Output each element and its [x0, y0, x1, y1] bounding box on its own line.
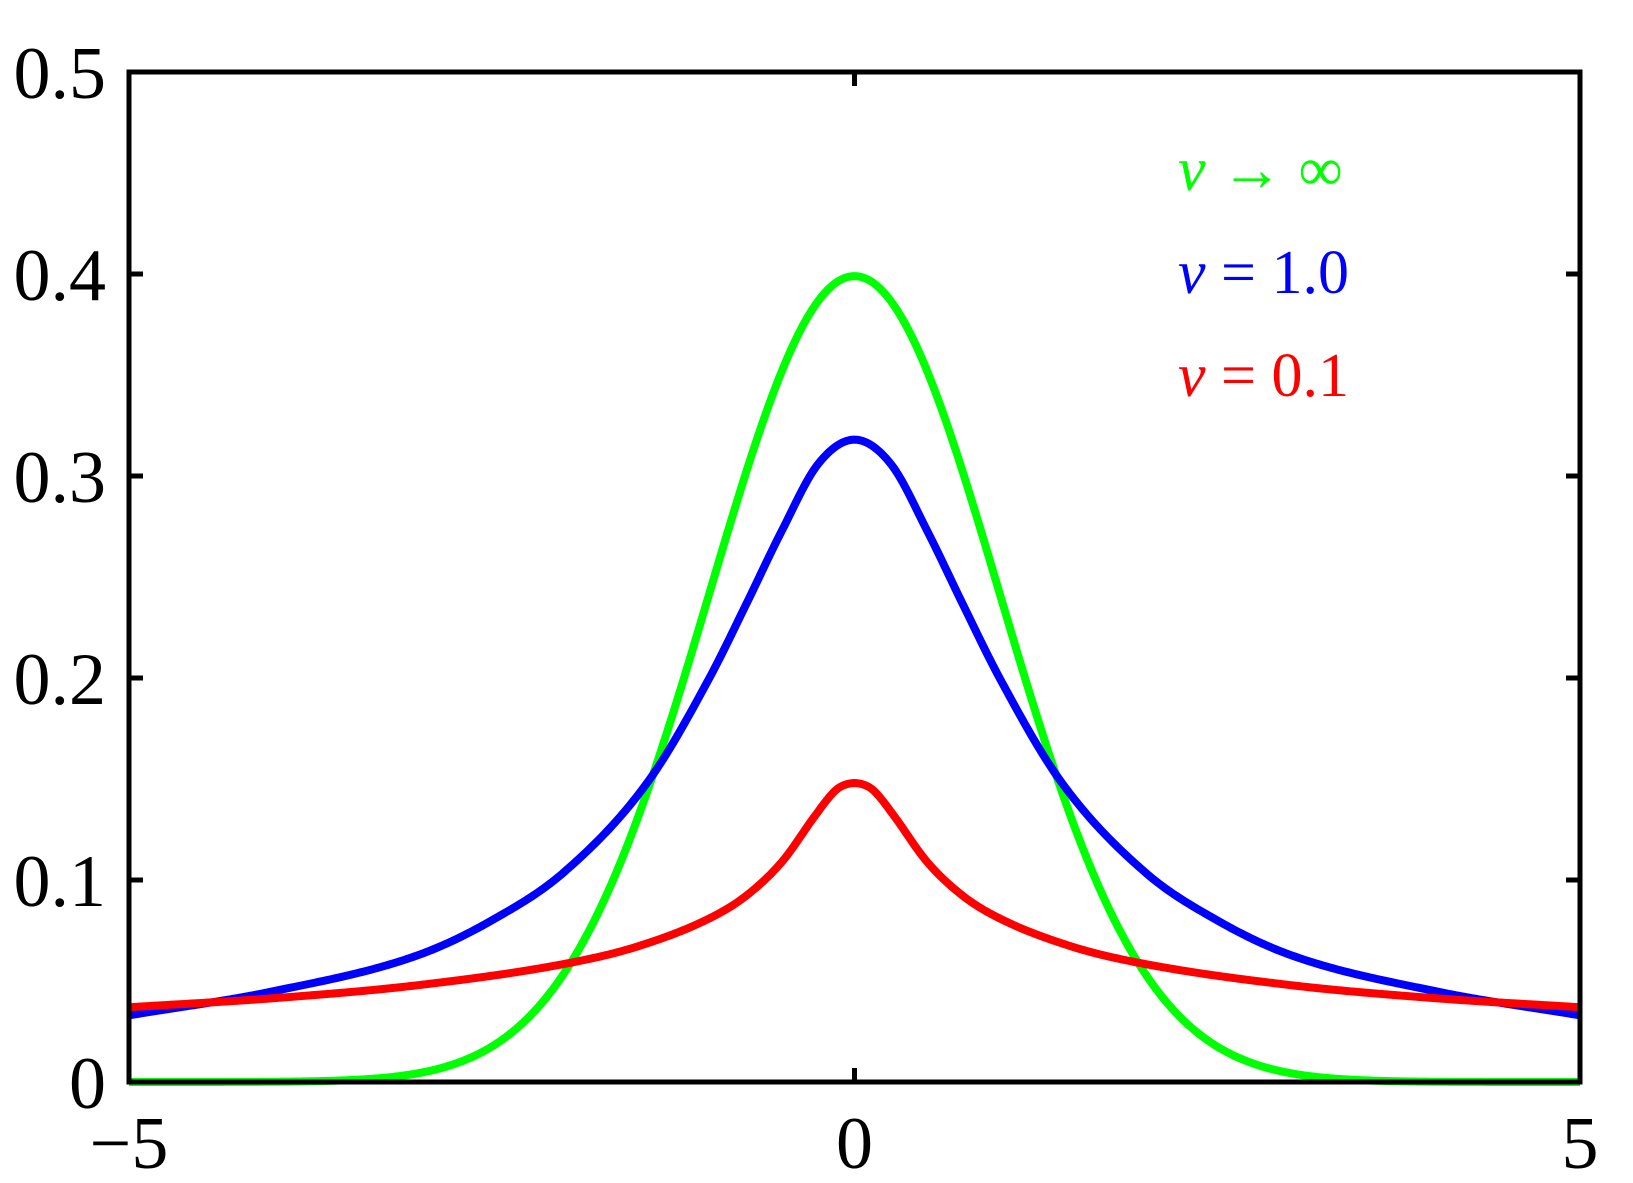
legend: ν → ∞ ν = 1.0 ν = 0.1 [1178, 136, 1349, 410]
y-tick-label: 0.1 [14, 841, 107, 923]
x-tick-label: −5 [90, 1103, 169, 1183]
curve-series-2 [127, 779, 1582, 1012]
y-tick-label: 0.3 [14, 437, 107, 519]
curve-series-1 [127, 435, 1582, 1020]
y-tick-label: 0 [69, 1043, 106, 1125]
legend-entry-2: ν = 0.1 [1178, 342, 1349, 410]
x-tick-label: 5 [1562, 1103, 1599, 1183]
x-axis-tick-labels: −5 0 5 [90, 1103, 1599, 1183]
y-tick-label: 0.5 [14, 33, 107, 115]
y-axis-tick-labels: 0 0.1 0.2 0.3 0.4 0.5 [14, 33, 107, 1125]
y-tick-label: 0.4 [14, 235, 107, 317]
x-tick-label: 0 [836, 1103, 873, 1183]
curve-series-0 [127, 272, 1582, 1086]
legend-entry-1: ν = 1.0 [1178, 239, 1349, 307]
y-tick-label: 0.2 [14, 639, 107, 721]
legend-entry-0: ν → ∞ [1178, 136, 1343, 204]
axis-ticks [129, 72, 1580, 1082]
plot-curves [127, 272, 1582, 1086]
plot-area-frame [126, 69, 1583, 1085]
